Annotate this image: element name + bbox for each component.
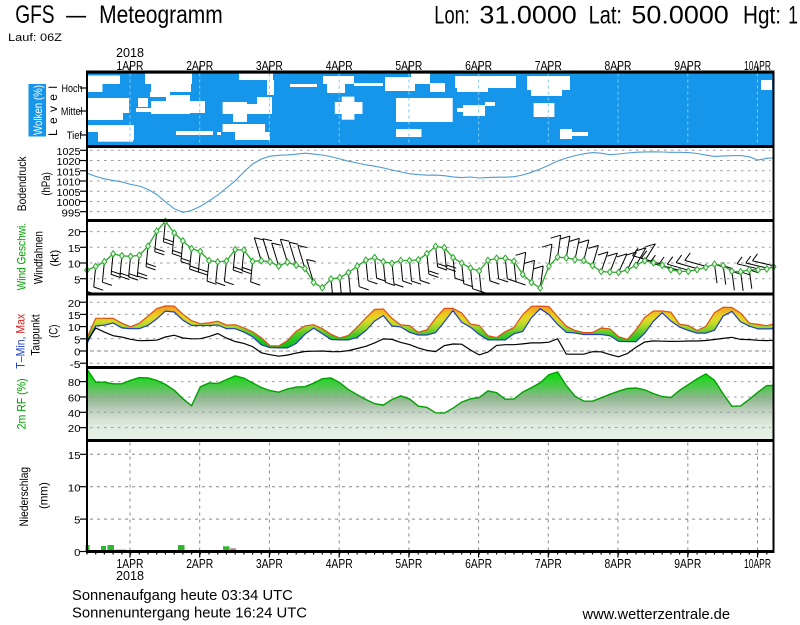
svg-text:(hPa): (hPa)	[39, 172, 53, 196]
svg-text:9APR: 9APR	[674, 556, 701, 571]
svg-text:5: 5	[74, 275, 81, 286]
svg-text:15: 15	[68, 244, 81, 255]
svg-text:10: 10	[68, 260, 81, 271]
svg-text:20: 20	[68, 228, 81, 239]
svg-text:Hgt:: Hgt:	[743, 2, 781, 30]
svg-text:1005: 1005	[57, 188, 81, 199]
svg-text:GFS: GFS	[15, 1, 54, 29]
svg-text:20: 20	[68, 299, 81, 310]
svg-text:10APR: 10APR	[744, 556, 771, 571]
svg-text:4APR: 4APR	[326, 556, 353, 571]
svg-text:Level: Level	[46, 86, 60, 136]
svg-text:2018: 2018	[116, 45, 144, 60]
svg-text:2m RF (%): 2m RF (%)	[15, 378, 29, 429]
svg-text:Sonnenuntergang heute 16:24 UT: Sonnenuntergang heute 16:24 UTC	[72, 605, 307, 622]
svg-text:80: 80	[68, 378, 81, 389]
svg-text:1APR: 1APR	[117, 556, 144, 571]
svg-text:20: 20	[68, 424, 81, 435]
svg-text:2018: 2018	[116, 568, 144, 583]
svg-text:8APR: 8APR	[605, 58, 632, 73]
svg-text:Lauf: 06Z: Lauf: 06Z	[8, 32, 62, 44]
svg-text:5APR: 5APR	[395, 556, 422, 571]
svg-text:1015: 1015	[57, 167, 81, 178]
svg-text:Bodendruck: Bodendruck	[15, 155, 29, 211]
svg-text:4APR: 4APR	[326, 58, 353, 73]
svg-text:15: 15	[68, 451, 81, 462]
svg-text:Wind Geschwi.: Wind Geschwi.	[15, 223, 29, 290]
svg-text:3APR: 3APR	[256, 58, 283, 73]
svg-text:9APR: 9APR	[674, 58, 701, 73]
svg-text:10: 10	[68, 483, 81, 494]
svg-text:1020: 1020	[57, 157, 81, 168]
svg-text:Windfahnen: Windfahnen	[32, 231, 46, 284]
svg-text:www.wetterzentrale.de: www.wetterzentrale.de	[582, 606, 730, 623]
svg-text:Mittel: Mittel	[61, 106, 83, 118]
svg-text:Tief: Tief	[67, 130, 83, 142]
svg-text:7APR: 7APR	[535, 58, 562, 73]
svg-text:8APR: 8APR	[605, 556, 632, 571]
svg-text:T–Min, Max: T–Min, Max	[14, 314, 28, 369]
svg-text:50.0000: 50.0000	[631, 2, 728, 30]
svg-text:Lon:: Lon:	[434, 2, 470, 30]
svg-text:995: 995	[62, 208, 81, 219]
svg-text:5: 5	[74, 516, 81, 527]
svg-text:31.0000: 31.0000	[479, 2, 576, 30]
svg-text:—: —	[66, 1, 86, 29]
svg-text:Hoch: Hoch	[62, 83, 83, 95]
svg-text:15: 15	[68, 311, 81, 322]
svg-text:6APR: 6APR	[465, 58, 492, 73]
svg-text:-5: -5	[70, 360, 81, 371]
svg-text:10APR: 10APR	[744, 58, 771, 73]
svg-text:3APR: 3APR	[256, 556, 283, 571]
svg-text:Meteogramm: Meteogramm	[99, 1, 223, 29]
svg-text:1000: 1000	[57, 198, 81, 209]
svg-text:5APR: 5APR	[395, 58, 422, 73]
svg-text:Sonnenaufgang heute 03:34 UTC: Sonnenaufgang heute 03:34 UTC	[72, 587, 293, 604]
svg-text:2APR: 2APR	[186, 556, 213, 571]
svg-text:5: 5	[74, 335, 81, 346]
svg-text:Niederschlag: Niederschlag	[17, 467, 31, 527]
svg-text:10: 10	[68, 323, 81, 334]
svg-text:(C): (C)	[47, 325, 61, 338]
svg-text:60: 60	[68, 394, 81, 405]
svg-text:40: 40	[68, 409, 81, 420]
svg-text:7APR: 7APR	[535, 556, 562, 571]
svg-text:1010: 1010	[57, 178, 81, 189]
svg-text:6APR: 6APR	[465, 556, 492, 571]
svg-text:0: 0	[74, 348, 81, 359]
svg-text:0: 0	[74, 548, 81, 559]
svg-text:1025: 1025	[57, 147, 81, 158]
svg-text:Wolken (%): Wolken (%)	[31, 85, 45, 135]
svg-text:1: 1	[788, 2, 798, 30]
svg-text:(kt): (kt)	[48, 250, 62, 267]
svg-text:Taupunkt: Taupunkt	[29, 314, 43, 356]
svg-text:Lat:: Lat:	[589, 2, 622, 30]
svg-text:1APR: 1APR	[117, 58, 144, 73]
svg-text:(mm): (mm)	[37, 482, 51, 509]
svg-text:2APR: 2APR	[186, 58, 213, 73]
